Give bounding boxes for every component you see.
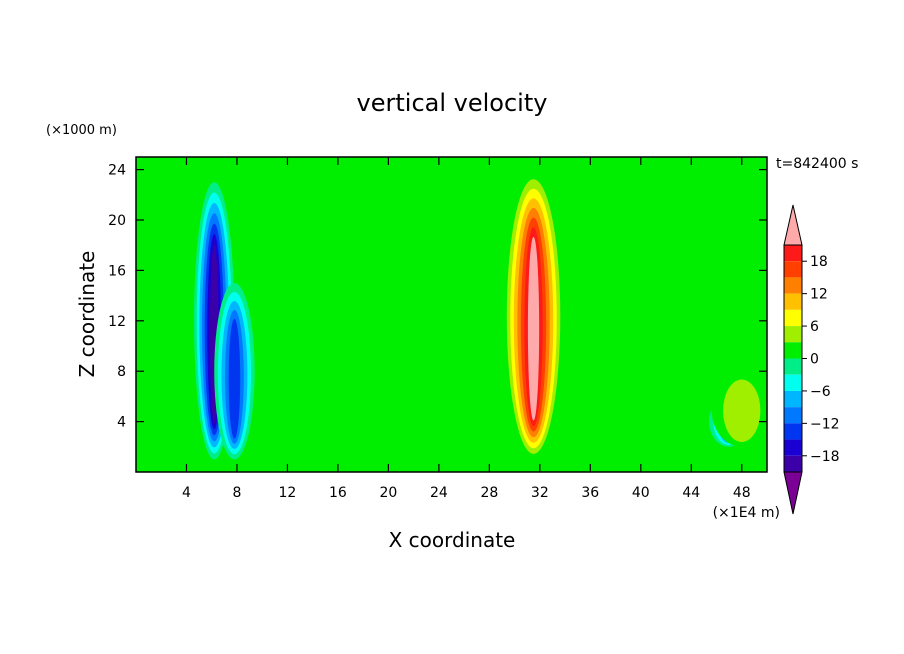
x-tick-label: 28 <box>480 485 498 501</box>
colorbar-segment <box>784 326 802 343</box>
colorbar-tick-label: 18 <box>810 254 828 270</box>
x-tick-label: 20 <box>379 485 397 501</box>
colorbar: 18 12 6 0 −6 −12 −18 <box>783 204 840 515</box>
colorbar-segment <box>784 309 802 327</box>
x-tick-label: 24 <box>430 485 448 501</box>
velocity-field <box>136 157 767 472</box>
colorbar-max-arrow <box>783 204 803 246</box>
field-patch <box>634 157 685 334</box>
y-tick-label: 12 <box>108 314 126 330</box>
colorbar-segment <box>784 245 802 262</box>
downdraft-contour <box>228 318 241 439</box>
x-tick-label: 12 <box>279 485 297 501</box>
x-tick-label: 44 <box>682 485 700 501</box>
time-label: t=842400 s <box>776 156 858 172</box>
y-axis-label: Z coordinate <box>75 251 99 378</box>
field-patch <box>300 157 338 233</box>
x-axis-label: X coordinate <box>389 528 516 552</box>
field-patch <box>734 157 767 334</box>
colorbar-segment <box>784 374 802 391</box>
field-patch <box>602 220 641 397</box>
colorbar-segment <box>784 261 802 278</box>
colorbar-tick-label: −6 <box>810 384 831 400</box>
x-tick-label: 4 <box>182 485 191 501</box>
colorbar-segment <box>784 390 802 408</box>
colorbar-tick-label: 6 <box>810 319 819 335</box>
colorbar-min-arrow <box>783 471 803 515</box>
x-tick-label: 40 <box>632 485 650 501</box>
updraft-contour <box>527 236 540 421</box>
colorbar-tick-label: 0 <box>810 352 819 368</box>
updraft-contour <box>723 379 761 443</box>
colorbar-segment <box>784 277 802 294</box>
x-tick-label: 8 <box>232 485 241 501</box>
colorbar-tick-label: 12 <box>810 287 828 303</box>
field-patch <box>397 270 443 422</box>
field-patch <box>672 295 723 447</box>
colorbar-segment <box>784 439 802 456</box>
y-units-label: (×1000 m) <box>46 123 117 138</box>
x-tick-label: 32 <box>531 485 549 501</box>
colorbar-segment <box>784 358 802 375</box>
y-axis-ticks: 4 8 12 16 20 24 <box>108 163 767 431</box>
colorbar-segment <box>784 293 802 310</box>
colorbar-segment <box>784 455 802 472</box>
field-patch <box>136 157 193 296</box>
y-tick-label: 20 <box>108 213 126 229</box>
field-patch <box>262 220 301 397</box>
x-axis-ticks: 4 8 12 16 20 24 28 32 36 40 44 48 <box>182 157 751 501</box>
x-tick-label: 16 <box>329 485 347 501</box>
colorbar-tick-label: −12 <box>810 416 840 432</box>
y-tick-label: 16 <box>108 263 126 279</box>
x-tick-label: 36 <box>581 485 599 501</box>
colorbar-segment <box>784 423 802 440</box>
y-tick-label: 8 <box>117 364 126 380</box>
field-patch <box>432 157 521 422</box>
colorbar-segment <box>784 407 802 424</box>
colorbar-tick-label: −18 <box>810 449 840 465</box>
chart-title: vertical velocity <box>357 89 548 117</box>
x-units-label: (×1E4 m) <box>713 505 780 521</box>
y-tick-label: 4 <box>117 415 126 431</box>
y-tick-label: 24 <box>108 163 126 179</box>
colorbar-segment <box>784 342 802 359</box>
field-patch <box>312 283 376 472</box>
plot-frame <box>135 156 768 473</box>
x-tick-label: 48 <box>733 485 751 501</box>
field-patch <box>365 182 412 283</box>
